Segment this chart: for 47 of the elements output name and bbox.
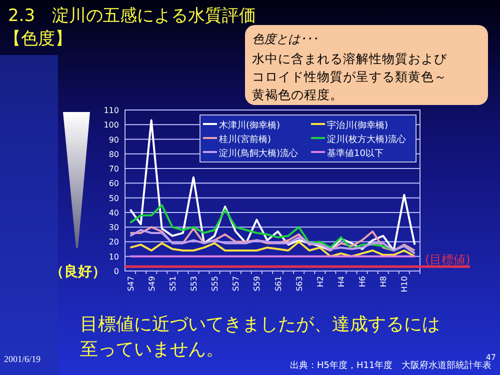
text: （良好）: [50, 263, 106, 280]
x-tick-label: H10: [400, 276, 410, 292]
chart-subtitle: 【色度】: [4, 29, 72, 49]
text: 2001/6/19: [4, 354, 41, 364]
x-tick-label: H2: [316, 276, 325, 288]
text: 色度とは･･･: [252, 32, 318, 46]
text: 水中に含まれる溶解性物質および: [252, 51, 448, 66]
y-tick-label: 30: [108, 223, 119, 232]
y-tick-label: 60: [108, 179, 119, 188]
y-tick-label: 20: [108, 238, 119, 247]
x-tick-label: H4: [336, 276, 346, 288]
y-tick-label: 70: [108, 164, 119, 174]
line-series: [129, 240, 416, 258]
text: コロイド性物質が呈する類黄色～: [252, 69, 447, 84]
y-tick-label: 40: [108, 208, 119, 218]
x-tick-label: H8: [379, 276, 388, 288]
text: 至っていません。: [80, 339, 224, 360]
source-note: 出典：H5年度，H11年度 大阪府水道部統計年表: [290, 360, 492, 371]
x-tick-label: S57: [232, 276, 241, 292]
x-tick-label: S61: [274, 276, 283, 292]
legend-label: 淀川(枚方大橋)流心: [327, 134, 406, 145]
legend-label: 淀川(鳥飼大橋)流心: [219, 148, 298, 159]
legend-label: 木津川(御幸橋): [219, 120, 280, 131]
chart-title: 2.3 淀川の五感による水質評価: [8, 6, 256, 26]
x-tick-label: S63: [294, 276, 304, 292]
y-tick-label: 80: [108, 150, 119, 159]
y-tick-label: 100: [104, 120, 119, 130]
legend-label: 基準値10以下: [327, 148, 384, 159]
y-tick-label: 110: [104, 106, 119, 115]
x-tick-label: S53: [189, 276, 198, 292]
text: 目標値に近づいてきましたが、達成するには: [80, 314, 440, 335]
legend-label: 桂川(宮前橋): [218, 134, 272, 145]
x-tick-label: S51: [168, 276, 178, 292]
line-series: [129, 119, 416, 252]
legend-label: 宇治川(御幸橋): [327, 120, 388, 131]
y-tick-label: 0: [114, 267, 119, 276]
x-tick-label: S55: [210, 276, 220, 292]
x-tick-label: S49: [147, 276, 156, 292]
x-tick-label: S47: [126, 276, 136, 292]
x-tick-label: S59: [252, 276, 262, 292]
ref-line-label: (目標値): [425, 252, 470, 267]
y-tick-label: 10: [108, 252, 119, 262]
y-tick-label: 50: [108, 194, 119, 203]
text: 47: [486, 353, 496, 362]
text: 黄褐色の程度。: [252, 87, 343, 102]
y-tick-label: 90: [108, 135, 119, 144]
x-tick-label: H6: [358, 276, 368, 288]
